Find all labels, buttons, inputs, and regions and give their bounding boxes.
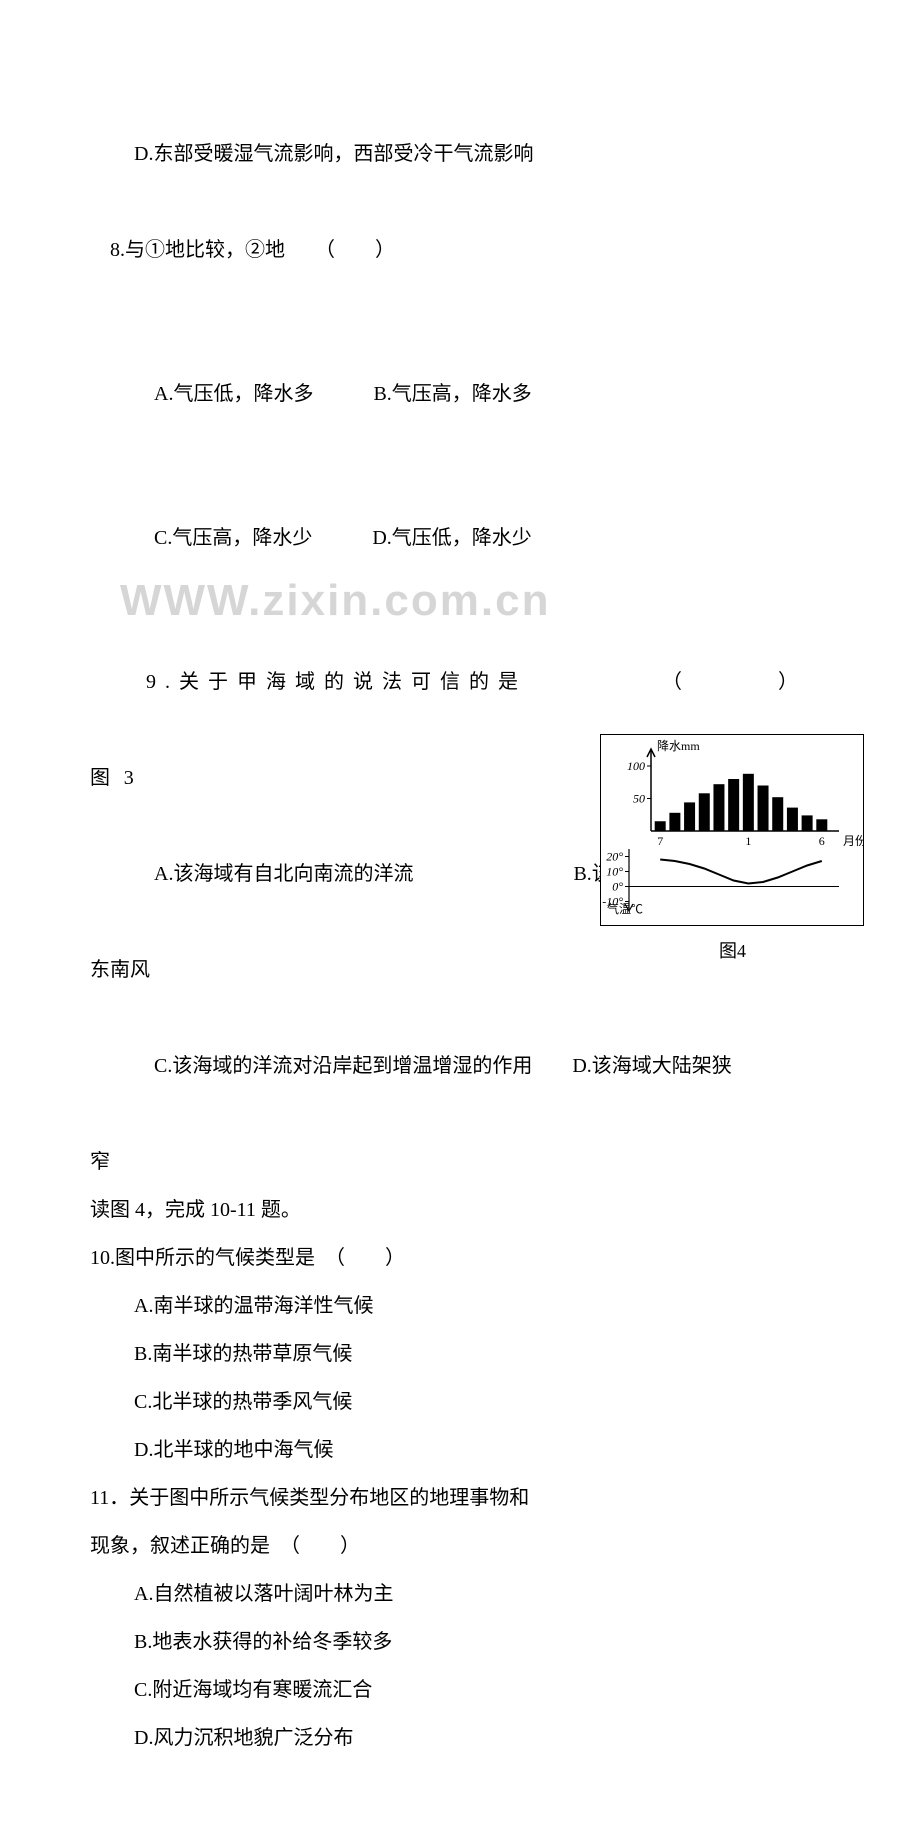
q8-stem: 8.与①地比较，②地 （ ） [90, 178, 830, 322]
q10-opt-c: C.北半球的热带季风气候 [90, 1378, 830, 1426]
q10-opt-d: D.北半球的地中海气候 [90, 1426, 830, 1474]
prompt-4: 读图 4，完成 10-11 题。 [90, 1186, 830, 1234]
q9-opt-c: C.该海域的洋流对沿岸起到增温增湿的作用 [154, 1055, 532, 1077]
svg-text:气温℃: 气温℃ [607, 901, 643, 916]
svg-text:降水mm: 降水mm [657, 739, 700, 753]
q11-opt-b: B.地表水获得的补给冬季较多 [90, 1618, 830, 1666]
q8-opt-d: D.气压低，降水少 [372, 527, 531, 549]
q9-opt-d-b: 窄 [90, 1138, 830, 1186]
figure4-chart: 50100降水mm716月份-10°0°10°20°气温℃ [600, 734, 864, 926]
q9-paren: （ ） [672, 671, 807, 693]
q8-row1: A.气压低，降水多 B.气压高，降水多 [90, 322, 830, 466]
svg-text:50: 50 [633, 792, 645, 806]
q11-stem-a: 11．关于图中所示气候类型分布地区的地理事物和 [90, 1474, 830, 1522]
q8-paren: （ ） [325, 239, 395, 261]
svg-text:7: 7 [657, 834, 663, 848]
figure4-wrapper: 50100降水mm716月份-10°0°10°20°气温℃ 图4 [600, 734, 865, 973]
q8-stem-text: 8.与①地比较，②地 [110, 239, 285, 261]
q9-stem: 9.关于甲海域的说法可信的是 [146, 671, 527, 693]
q9-opt-d-a: D.该海域大陆架狭 [572, 1055, 731, 1077]
q9-row2: C.该海域的洋流对沿岸起到增温增湿的作用 D.该海域大陆架狭 [90, 994, 830, 1138]
q8-opt-c: C.气压高，降水少 [154, 527, 312, 549]
q11-opt-a: A.自然植被以落叶阔叶林为主 [90, 1570, 830, 1618]
svg-text:20°: 20° [606, 850, 623, 864]
q8-row2: C.气压高，降水少 D.气压低，降水少 [90, 466, 830, 610]
svg-text:0°: 0° [612, 880, 623, 894]
figure4-svg: 50100降水mm716月份-10°0°10°20°气温℃ [601, 735, 863, 925]
q9-opt-a: A.该海域有自北向南流的洋流 [154, 863, 413, 885]
svg-text:月份: 月份 [843, 834, 863, 848]
svg-text:100: 100 [627, 759, 645, 773]
q10-opt-a: A.南半球的温带海洋性气候 [90, 1282, 830, 1330]
q7-opt-d: D.东部受暖湿气流影响，西部受冷干气流影响 [90, 130, 830, 178]
q8-opt-a: A.气压低，降水多 [154, 383, 313, 405]
svg-text:6: 6 [819, 834, 825, 848]
q10-stem: 10.图中所示的气候类型是 （ ） [90, 1234, 830, 1282]
q9-stem-line: 9.关于甲海域的说法可信的是 （ ） [90, 610, 830, 754]
q10-opt-b: B.南半球的热带草原气候 [90, 1330, 830, 1378]
q11-opt-d: D.风力沉积地貌广泛分布 [90, 1714, 830, 1762]
svg-text:1: 1 [745, 834, 751, 848]
svg-text:10°: 10° [606, 865, 623, 879]
q8-opt-b: B.气压高，降水多 [373, 383, 531, 405]
q11-opt-c: C.附近海域均有寒暖流汇合 [90, 1666, 830, 1714]
q11-stem-b: 现象，叙述正确的是 （ ） [90, 1522, 830, 1570]
figure4-caption: 图4 [600, 930, 865, 973]
